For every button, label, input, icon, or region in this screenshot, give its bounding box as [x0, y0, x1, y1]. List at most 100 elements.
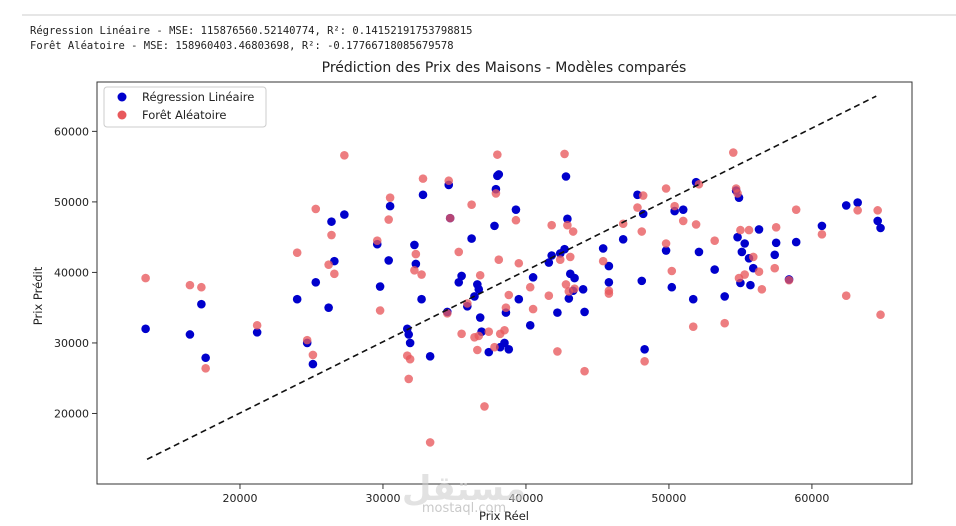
point-linear — [746, 280, 755, 290]
point-linear — [710, 265, 719, 274]
legend-label-forest: Forêt Aléatoire — [142, 108, 226, 122]
legend-box — [103, 86, 267, 128]
point-forest — [853, 206, 862, 215]
point-linear — [604, 277, 614, 287]
point-linear — [618, 234, 628, 244]
point-forest — [604, 286, 614, 296]
point-forest — [308, 350, 318, 360]
point-forest — [425, 438, 435, 447]
chart-title: Prédiction des Prix des Maisons - Modèle… — [322, 60, 687, 76]
point-linear — [740, 239, 750, 248]
point-forest — [560, 149, 569, 159]
point-linear — [475, 313, 485, 322]
point-linear — [324, 303, 333, 312]
point-forest — [598, 256, 608, 266]
point-linear — [384, 256, 393, 265]
point-linear — [817, 221, 827, 231]
point-linear — [637, 276, 647, 286]
point-forest — [640, 356, 649, 366]
legend-marker-forest — [117, 110, 127, 120]
svg-text:mostaql.com: mostaql.com — [422, 501, 506, 516]
point-linear — [604, 261, 614, 271]
point-forest — [757, 285, 767, 294]
point-linear — [425, 352, 435, 361]
point-forest — [385, 193, 395, 202]
point-forest — [710, 236, 719, 245]
point-linear — [494, 170, 504, 179]
point-forest — [375, 306, 385, 315]
y-tick-label: 40000 — [54, 266, 89, 279]
point-forest — [384, 215, 393, 224]
point-linear — [410, 240, 419, 250]
point-linear — [197, 299, 206, 309]
point-forest — [740, 270, 750, 279]
point-forest — [454, 247, 464, 257]
point-forest — [302, 335, 312, 345]
legend: Régression Linéaire Forêt Aléatoire — [103, 86, 267, 128]
point-linear — [375, 282, 385, 291]
point-forest — [418, 174, 428, 183]
point-forest — [474, 331, 484, 341]
point-forest — [661, 239, 671, 248]
point-linear — [528, 273, 538, 282]
point-linear — [580, 307, 589, 317]
x-tick-label: 30000 — [365, 492, 400, 505]
point-forest — [491, 189, 501, 198]
point-linear — [560, 244, 569, 254]
point-linear — [484, 347, 494, 357]
point-linear — [385, 201, 395, 211]
point-forest — [688, 322, 698, 332]
point-linear — [201, 353, 210, 363]
point-forest — [494, 255, 504, 265]
point-forest — [638, 191, 648, 200]
point-forest — [667, 266, 677, 276]
point-linear — [185, 330, 195, 339]
point-forest — [311, 204, 321, 214]
point-forest — [330, 269, 339, 279]
point-forest — [444, 176, 454, 186]
point-linear — [490, 221, 499, 231]
point-forest — [661, 184, 671, 193]
point-linear — [873, 216, 882, 226]
y-axis: 20000 30000 40000 50000 60000 — [54, 125, 97, 420]
point-linear — [737, 247, 747, 257]
point-forest — [514, 258, 524, 268]
point-linear — [514, 294, 524, 304]
svg-text:مستقل: مستقل — [402, 469, 526, 509]
x-tick-label: 60000 — [794, 492, 829, 505]
point-linear — [418, 190, 428, 200]
point-linear — [474, 285, 484, 294]
y-tick-label: 50000 — [54, 196, 89, 209]
point-forest — [817, 230, 827, 239]
point-linear — [688, 294, 698, 304]
point-forest — [504, 290, 514, 300]
point-linear — [467, 234, 476, 243]
point-forest — [324, 260, 333, 269]
point-forest — [372, 236, 382, 245]
point-forest — [197, 282, 206, 292]
point-linear — [720, 292, 729, 301]
point-linear — [694, 247, 704, 257]
point-linear — [553, 308, 562, 317]
point-forest — [670, 201, 679, 211]
point-linear — [252, 328, 262, 337]
point-linear — [754, 225, 764, 234]
point-forest — [694, 179, 704, 189]
point-linear — [578, 285, 588, 294]
point-linear — [563, 214, 572, 224]
point-linear — [791, 237, 801, 247]
point-forest — [637, 227, 647, 236]
reference-line — [146, 95, 877, 461]
point-linear — [511, 205, 521, 214]
point-forest — [457, 329, 466, 339]
point-forest — [327, 230, 336, 240]
point-forest — [570, 284, 579, 293]
point-forest — [473, 345, 482, 355]
x-axis-label: Prix Réel — [479, 509, 529, 523]
point-linear — [547, 251, 556, 260]
point-linear — [417, 294, 426, 304]
point-linear — [292, 294, 302, 304]
legend-marker-linear — [117, 92, 127, 102]
point-forest — [841, 291, 851, 300]
point-forest — [736, 225, 745, 235]
